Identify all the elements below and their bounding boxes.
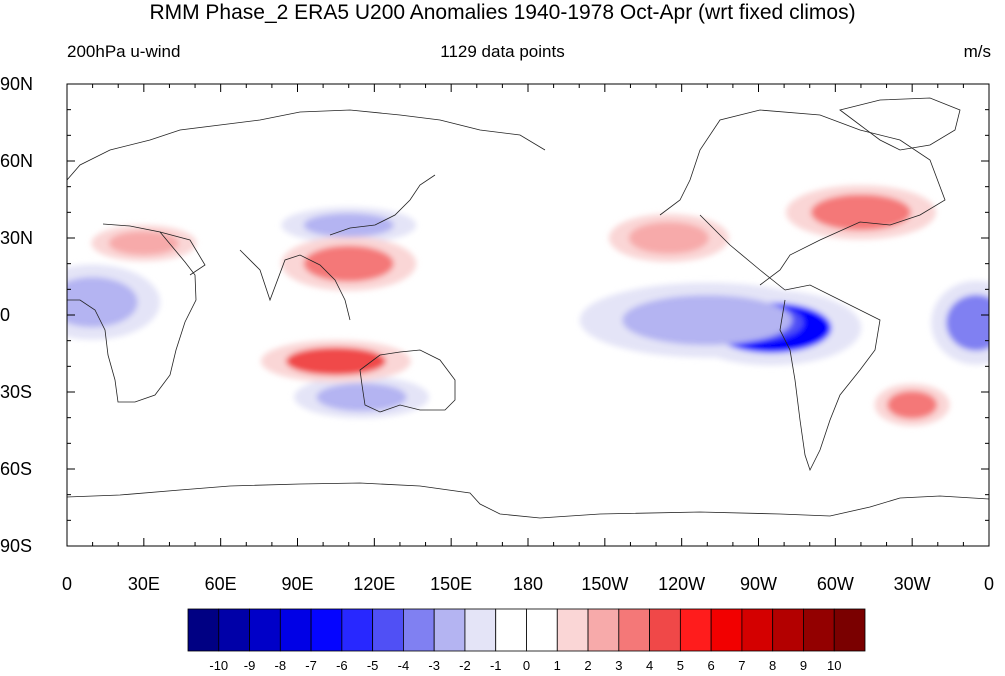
latitude-label: 30S (0, 382, 33, 402)
longitude-label: 0 (983, 574, 995, 594)
colorbar-swatch (803, 608, 835, 652)
colorbar-label: -8 (274, 658, 287, 673)
latitude-label: 60S (0, 459, 33, 479)
colorbar-label: 5 (676, 658, 684, 673)
negative-anomaly (67, 277, 138, 328)
colorbar-swatch (187, 608, 220, 652)
colorbar-swatch (372, 608, 404, 652)
colorbar (187, 608, 866, 652)
colorbar-swatch (741, 608, 774, 652)
anomaly-contours (67, 185, 989, 426)
subtitle-data-points: 1129 data points (440, 42, 565, 61)
negative-anomaly (303, 213, 394, 238)
latitude-label: 0 (0, 305, 11, 325)
colorbar-swatch (679, 608, 712, 652)
colorbar-swatch (279, 608, 312, 652)
colorbar-swatch (710, 608, 743, 652)
coastlines (67, 97, 989, 519)
longitude-label: 90W (739, 574, 778, 594)
colorbar-swatch (403, 608, 435, 652)
longitude-label: 60W (816, 574, 854, 594)
longitude-label: 120W (658, 574, 706, 594)
latitude-label: 90S (0, 536, 33, 556)
positive-anomaly (810, 194, 911, 231)
colorbar-swatch (649, 608, 681, 652)
longitude-label: 120E (353, 574, 396, 594)
negative-anomaly (622, 295, 793, 346)
subtitle-variable: 200hPa u-wind (67, 42, 181, 61)
latitude-label: 90N (0, 74, 34, 94)
colorbar-label: -10 (209, 658, 229, 673)
colorbar-swatch (218, 608, 250, 652)
colorbar-label: -4 (397, 658, 410, 673)
colorbar-swatch (433, 608, 466, 652)
colorbar-swatch (526, 608, 558, 652)
latitude-label: 30N (0, 228, 34, 248)
positive-anomaly (303, 245, 394, 282)
longitude-label: 30E (127, 574, 160, 594)
colorbar-swatch (833, 608, 866, 652)
longitude-label: 150W (581, 574, 629, 594)
colorbar-label: -7 (305, 658, 317, 673)
colorbar-swatch (618, 608, 650, 652)
latitude-label: 60N (0, 151, 34, 171)
colorbar-label: -6 (336, 658, 348, 673)
longitude-label: 90E (281, 574, 314, 594)
longitude-label: 180 (512, 574, 544, 594)
colorbar-label: 0 (522, 658, 531, 673)
colorbar-label: -9 (243, 658, 256, 673)
colorbar-swatch (249, 608, 281, 652)
colorbar-label: 4 (645, 658, 654, 673)
positive-anomaly (628, 222, 709, 254)
longitude-label: 150E (430, 574, 473, 594)
negative-anomaly (316, 383, 407, 412)
longitude-label: 60E (204, 574, 237, 594)
axis-ticks (66, 83, 990, 547)
negative-anomaly (946, 294, 989, 351)
longitude-label: 30W (893, 574, 931, 594)
colorbar-label: 6 (707, 658, 715, 673)
positive-anomaly (285, 347, 386, 376)
chart-title: RMM Phase_2 ERA5 U200 Anomalies 1940-197… (149, 1, 856, 24)
colorbar-label: -3 (428, 658, 440, 673)
colorbar-label: 1 (553, 658, 561, 673)
subtitle-units: m/s (963, 42, 991, 61)
longitude-label: 0 (61, 574, 73, 594)
positive-anomaly (887, 390, 938, 419)
colorbar-label: 10 (826, 658, 842, 673)
colorbar-label: 2 (584, 658, 592, 673)
colorbar-swatch (772, 608, 804, 652)
colorbar-label: 8 (769, 658, 777, 673)
colorbar-label: -1 (489, 658, 502, 673)
colorbar-label: 3 (615, 658, 623, 673)
positive-anomaly (108, 231, 179, 256)
colorbar-label: 7 (738, 658, 746, 673)
colorbar-label: -5 (366, 658, 379, 673)
colorbar-label: -2 (459, 658, 471, 673)
colorbar-label: 9 (799, 658, 808, 673)
colorbar-swatch (495, 608, 527, 652)
colorbar-swatch (310, 608, 343, 652)
colorbar-swatch (587, 608, 620, 652)
colorbar-swatch (556, 608, 589, 652)
colorbar-swatch (464, 608, 497, 652)
colorbar-swatch (341, 608, 374, 652)
